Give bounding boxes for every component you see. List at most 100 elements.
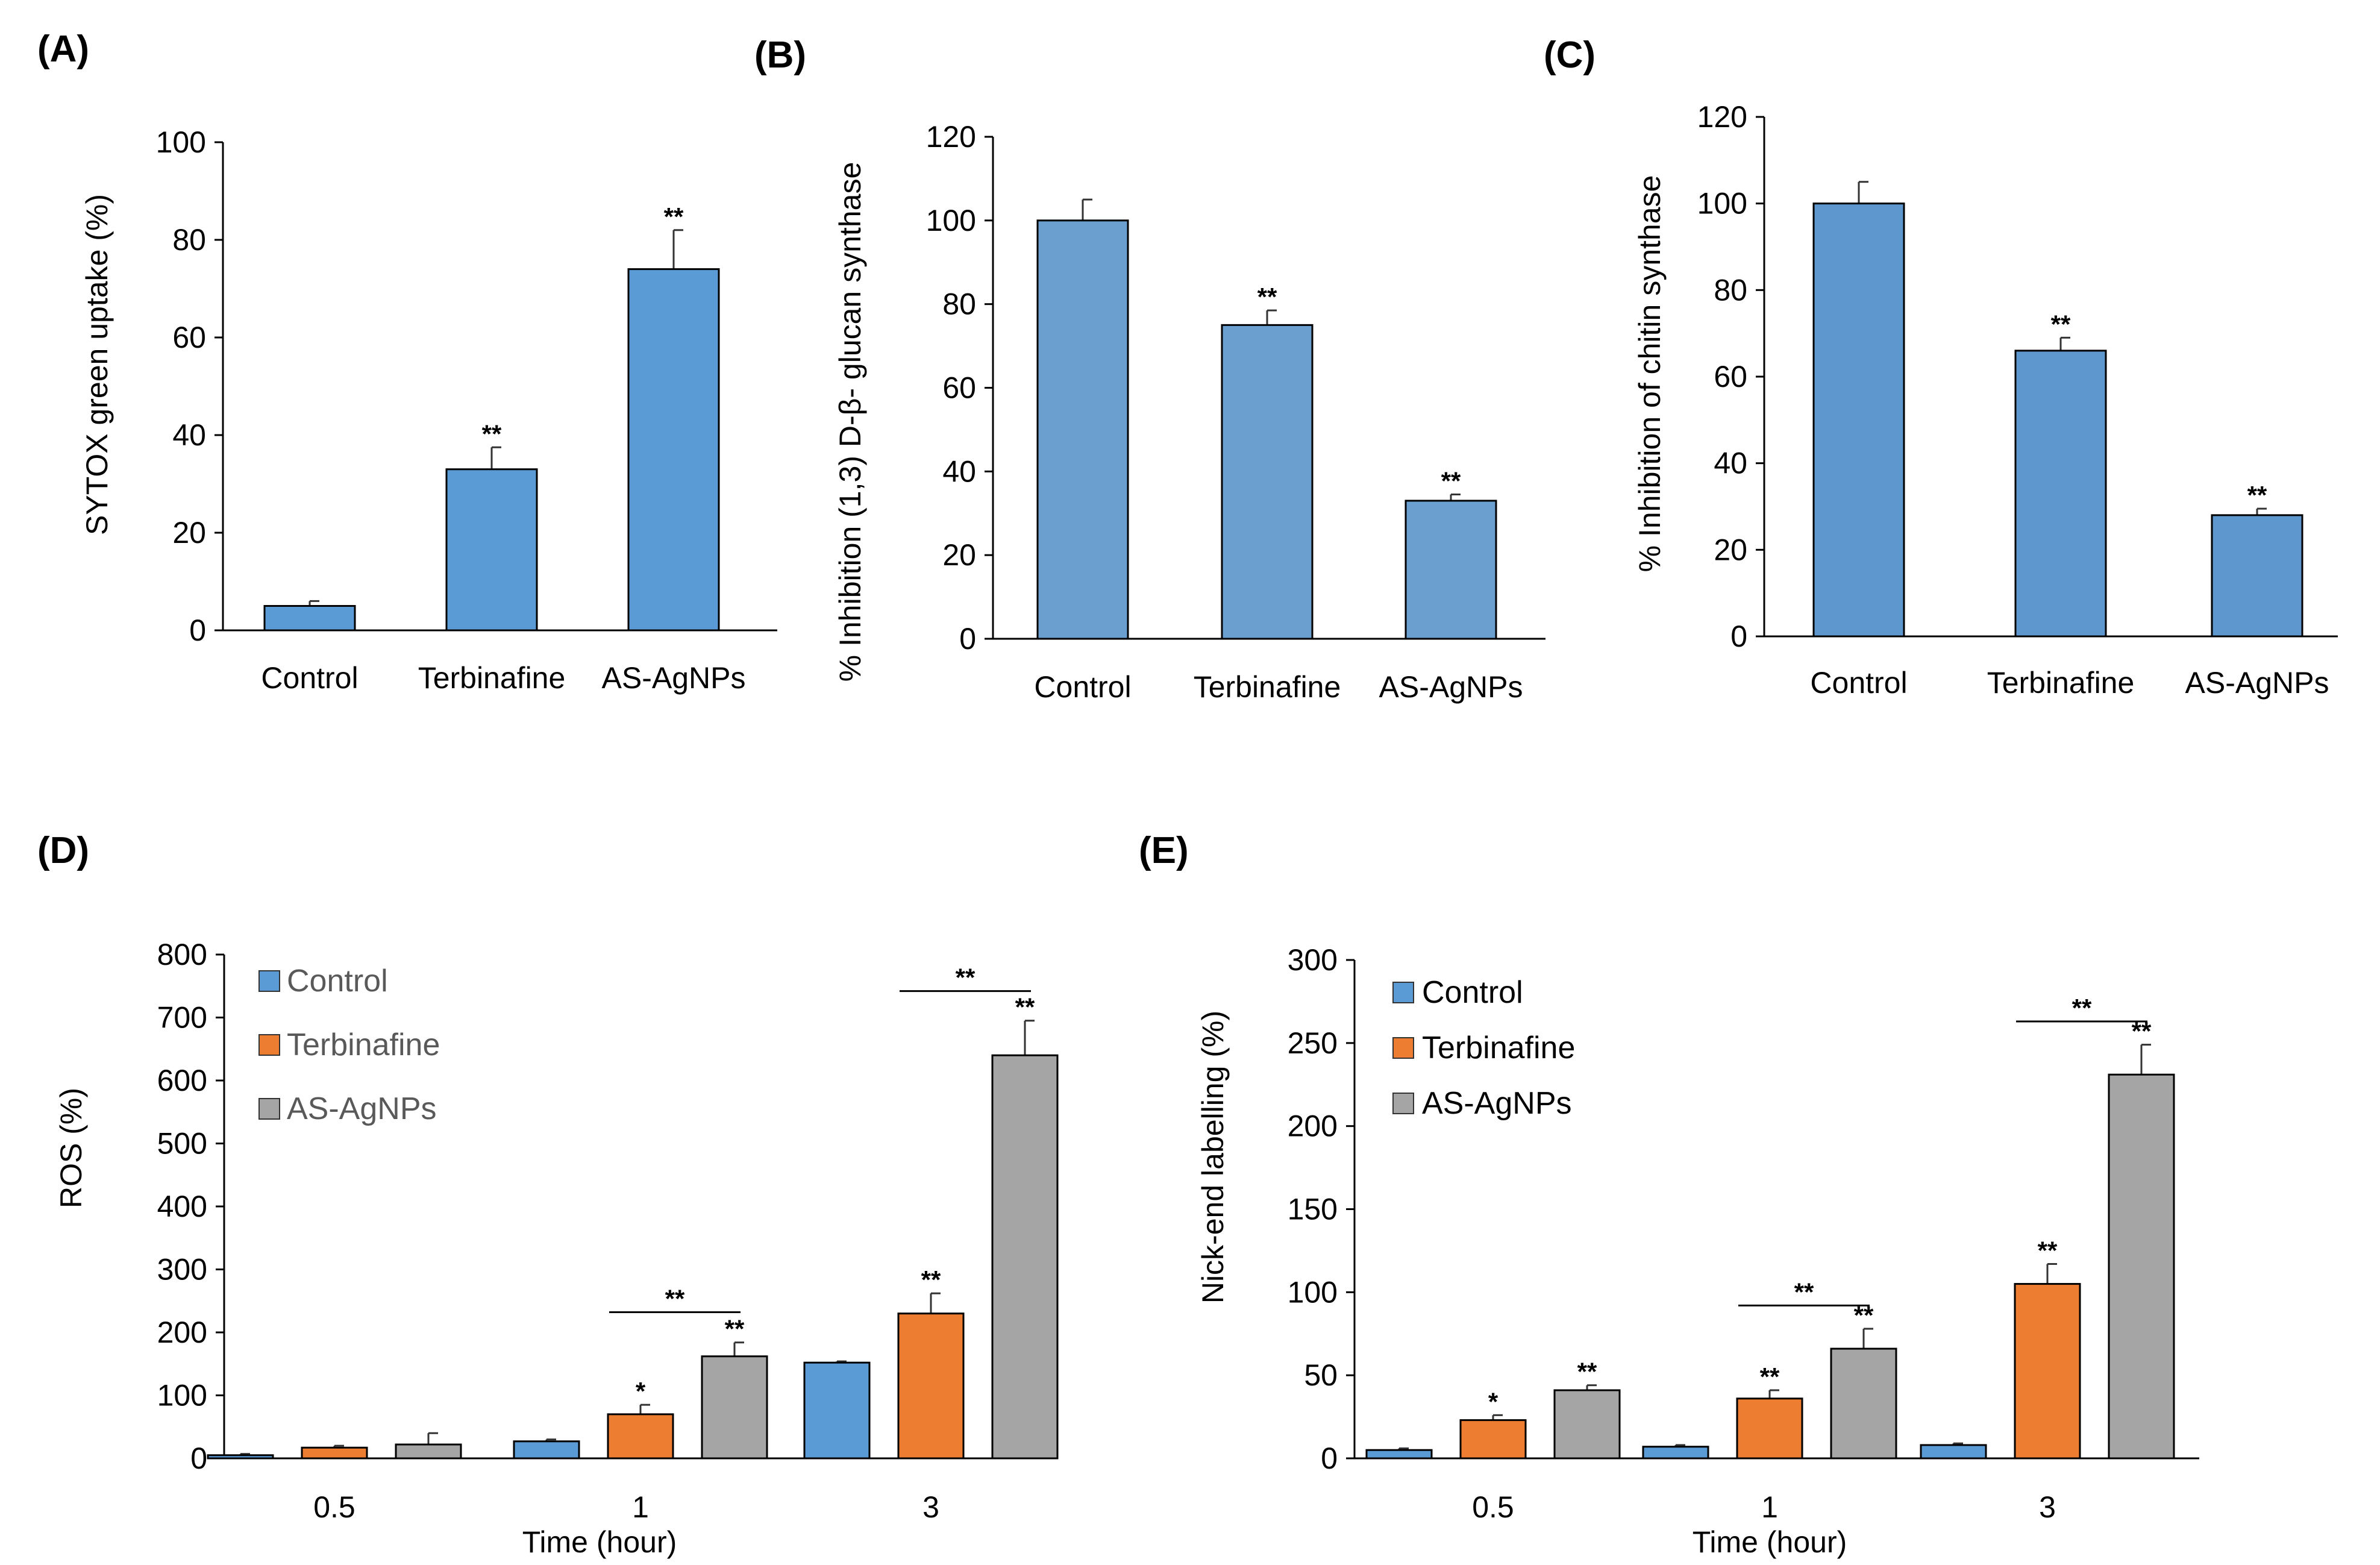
legend-swatch-control-d xyxy=(258,970,280,992)
x-tick-label-b: AS-AgNPs xyxy=(1379,670,1523,704)
bar-d-control-1 xyxy=(513,1440,580,1460)
legend-label-terbinafine-d: Terbinafine xyxy=(287,1027,440,1062)
bar-c-0 xyxy=(1812,202,1905,638)
y-tick-label-b: 60 xyxy=(942,371,976,405)
y-tick-label-e: 300 xyxy=(1288,943,1338,977)
x-tick-label-a: Control xyxy=(261,661,358,695)
bracket-label-d: ** xyxy=(956,964,975,992)
bar-e-terbinafine-1 xyxy=(1736,1397,1803,1460)
significance-a-2: ** xyxy=(664,202,684,231)
y-tick-label-e: 250 xyxy=(1288,1026,1338,1060)
y-tick-label-d: 800 xyxy=(157,938,207,971)
bar-d-terbinafine-1 xyxy=(607,1413,674,1460)
legend-swatch-control-e xyxy=(1392,982,1414,1003)
bar-e-agnps-0 xyxy=(1553,1389,1621,1460)
y-axis-label-e: Nick-end labelling (%) xyxy=(1196,1011,1230,1303)
y-tick-label-b: 100 xyxy=(926,204,976,237)
y-tick-label-c: 100 xyxy=(1697,187,1747,221)
y-tick-label-e: 0 xyxy=(1321,1441,1338,1475)
y-tick-label-b: 20 xyxy=(942,538,976,572)
bar-c-1 xyxy=(2014,350,2107,638)
x-tick-label-d: 3 xyxy=(922,1490,939,1524)
significance-b-2: ** xyxy=(1441,467,1461,495)
bracket-label-e: ** xyxy=(2072,994,2092,1022)
y-tick-label-e: 50 xyxy=(1304,1358,1338,1392)
y-axis-label-a: SYTOX green uptake (%) xyxy=(80,194,114,535)
x-tick-label-d: 0.5 xyxy=(313,1490,355,1524)
y-tick-label-a: 80 xyxy=(172,223,206,257)
y-axis-label-d: ROS (%) xyxy=(54,1088,88,1208)
significance-c-2: ** xyxy=(2247,481,2267,509)
bar-e-control-2 xyxy=(1920,1444,1987,1460)
x-tick-label-c: AS-AgNPs xyxy=(2185,666,2329,700)
y-tick-label-e: 150 xyxy=(1288,1193,1338,1226)
bar-b-2 xyxy=(1405,500,1497,640)
y-tick-label-d: 500 xyxy=(157,1127,207,1161)
significance-e-agnps-0: ** xyxy=(1577,1358,1597,1386)
x-tick-label-c: Control xyxy=(1810,666,1907,700)
bar-d-agnps-0 xyxy=(395,1443,462,1460)
x-tick-label-e: 0.5 xyxy=(1472,1490,1514,1524)
significance-d-agnps-1: ** xyxy=(725,1315,745,1343)
bar-d-terbinafine-0 xyxy=(301,1446,368,1460)
y-tick-label-d: 200 xyxy=(157,1316,207,1349)
significance-e-terbinafine-0: * xyxy=(1488,1387,1498,1416)
chart-d: (D) ROS (%) Time (hour) 0 100 200 300 400 500… xyxy=(37,830,1059,1559)
plot-area-d: 01002003004005006007008000.5***1****3***… xyxy=(157,938,1059,1524)
y-axis-label-c: % Inhibition of chitin synthase xyxy=(1633,175,1667,572)
bar-e-control-0 xyxy=(1365,1449,1433,1460)
bracket-label-e: ** xyxy=(1794,1278,1814,1306)
bar-d-control-2 xyxy=(803,1361,871,1460)
x-tick-label-e: 1 xyxy=(1761,1490,1778,1524)
y-tick-label-a: 60 xyxy=(172,321,206,354)
panel-label-c: (C) xyxy=(1544,34,1596,76)
y-tick-label-d: 700 xyxy=(157,1001,207,1035)
y-tick-label-b: 40 xyxy=(942,454,976,488)
y-tick-label-c: 80 xyxy=(1714,273,1747,307)
significance-a-1: ** xyxy=(482,419,502,448)
legend-swatch-agnps-e xyxy=(1392,1093,1414,1114)
bracket-label-d: ** xyxy=(665,1285,685,1313)
y-tick-label-d: 0 xyxy=(190,1441,207,1475)
significance-c-1: ** xyxy=(2051,310,2071,338)
chart-b: (B) % Inhibition (1,3) D-β- glucan synth… xyxy=(754,34,1545,704)
x-axis-label-d: Time (hour) xyxy=(522,1525,677,1559)
y-tick-label-e: 100 xyxy=(1288,1275,1338,1309)
y-tick-label-d: 300 xyxy=(157,1253,207,1287)
significance-d-terbinafine-1: * xyxy=(636,1377,646,1405)
bar-e-agnps-1 xyxy=(1830,1347,1897,1460)
plot-area-a: 0 20 40 60 80 100 Control ** Terbinafine ** AS-AgN… xyxy=(156,125,777,695)
bar-d-agnps-1 xyxy=(701,1355,768,1460)
y-tick-label-d: 400 xyxy=(157,1190,207,1223)
legend-swatch-agnps-d xyxy=(258,1098,280,1120)
plot-area-c: 0 20 40 60 80 100 120 Control ** Terbinafine ** AS-… xyxy=(1697,100,2338,700)
x-tick-label-a: Terbinafine xyxy=(418,661,566,695)
legend-e: Control Terbinafine AS-AgNPs xyxy=(1392,975,1575,1121)
y-tick-label-d: 100 xyxy=(157,1379,207,1413)
chart-e: (E) Nick-end labelling (%) Time (hour) 0… xyxy=(1139,830,2199,1559)
y-tick-label-c: 0 xyxy=(1730,619,1747,653)
y-tick-label-e: 200 xyxy=(1288,1109,1338,1143)
y-tick-label-c: 20 xyxy=(1714,533,1747,566)
legend-label-agnps-e: AS-AgNPs xyxy=(1422,1086,1572,1121)
bar-b-1 xyxy=(1221,324,1314,640)
significance-d-agnps-2: ** xyxy=(1015,993,1035,1021)
bar-e-terbinafine-0 xyxy=(1459,1419,1527,1460)
y-tick-label-c: 120 xyxy=(1697,100,1747,134)
panel-label-e: (E) xyxy=(1139,830,1189,871)
legend-d: Control Terbinafine AS-AgNPs xyxy=(258,964,440,1126)
x-tick-label-a: AS-AgNPs xyxy=(602,661,746,695)
bar-e-control-1 xyxy=(1642,1446,1709,1460)
bar-a-0 xyxy=(263,605,356,632)
y-tick-label-b: 120 xyxy=(926,120,976,154)
legend-label-agnps-d: AS-AgNPs xyxy=(287,1091,437,1126)
panel-label-d: (D) xyxy=(37,830,89,871)
bar-e-agnps-2 xyxy=(2108,1073,2175,1460)
panel-label-a: (A) xyxy=(37,28,89,70)
significance-d-terbinafine-2: ** xyxy=(921,1265,941,1294)
y-tick-label-c: 40 xyxy=(1714,447,1747,480)
x-tick-label-b: Terbinafine xyxy=(1194,670,1341,704)
bar-c-2 xyxy=(2211,514,2303,638)
